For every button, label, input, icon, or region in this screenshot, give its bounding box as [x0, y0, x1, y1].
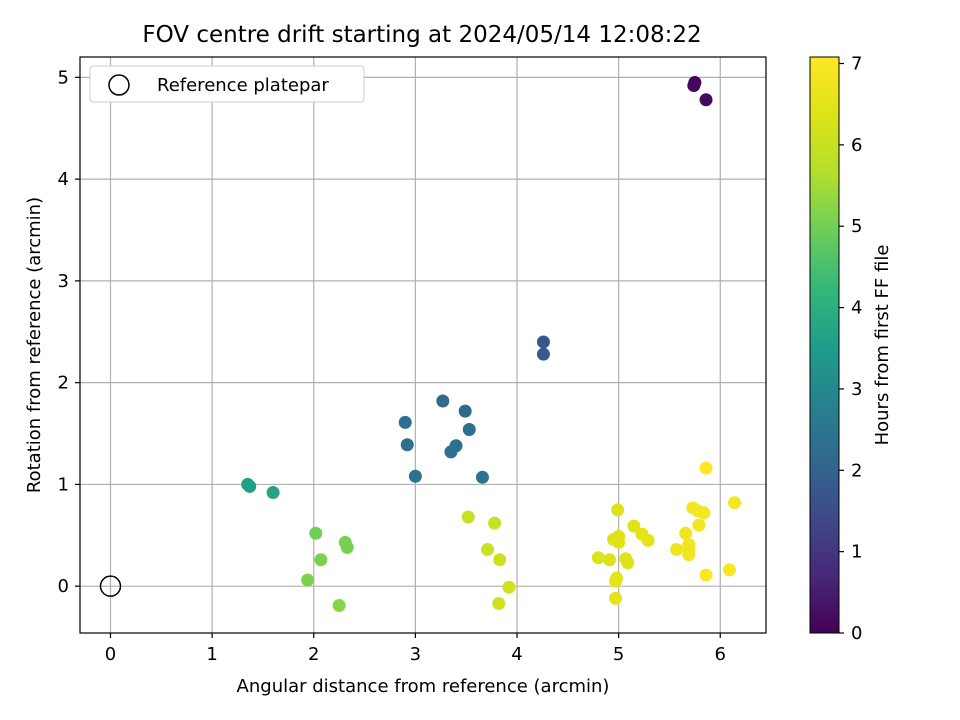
data-point [502, 580, 516, 594]
data-point [609, 591, 623, 605]
data-points [241, 75, 741, 613]
reference-marker [99, 575, 122, 597]
data-point [722, 563, 736, 577]
data-point [727, 496, 741, 510]
data-point [493, 553, 507, 567]
data-point [301, 573, 315, 587]
data-point [699, 461, 713, 475]
y-axis-ticks: 0 1 2 3 4 5 [58, 67, 80, 597]
colorbar-tick-label: 7 [851, 54, 862, 75]
data-point [488, 516, 502, 530]
data-point [602, 553, 616, 567]
colorbar-tick-label: 6 [851, 135, 862, 156]
y-tick-label: 1 [58, 474, 69, 495]
colorbar-tick-label: 2 [851, 460, 862, 481]
y-tick-label: 4 [58, 169, 69, 190]
legend: Reference platepar [89, 65, 365, 103]
colorbar-ticks: 0 1 2 3 4 5 6 7 [839, 54, 862, 644]
y-tick-label: 0 [58, 576, 69, 597]
data-point [398, 415, 412, 429]
colorbar: 0 1 2 3 4 5 6 7 Hours from first FF file [809, 54, 893, 644]
data-point [444, 445, 458, 459]
plot-frame [79, 56, 767, 634]
colorbar-tick-label: 3 [851, 379, 862, 400]
data-point [340, 541, 354, 555]
y-tick-label: 5 [58, 67, 69, 88]
chart-title: FOV centre drift starting at 2024/05/14 … [142, 22, 701, 48]
data-point [314, 553, 328, 567]
x-tick-label: 2 [308, 644, 319, 665]
data-point [436, 394, 450, 408]
data-point [612, 535, 626, 549]
y-tick-label: 3 [58, 271, 69, 292]
x-tick-label: 0 [105, 644, 116, 665]
colorbar-gradient [809, 56, 840, 634]
data-point [687, 78, 701, 92]
x-axis-label: Angular distance from reference (arcmin) [237, 676, 610, 697]
x-tick-label: 4 [511, 644, 522, 665]
data-point [691, 504, 705, 518]
colorbar-tick-label: 0 [851, 623, 862, 644]
data-point [400, 438, 414, 452]
x-tick-label: 3 [410, 644, 421, 665]
data-point [699, 93, 713, 107]
data-point [621, 556, 635, 570]
legend-marker-reference [108, 74, 130, 96]
data-point [492, 596, 506, 610]
data-point [481, 543, 495, 557]
data-point [536, 335, 550, 349]
y-axis-label: Rotation from reference (arcmin) [24, 197, 45, 493]
data-point [266, 486, 280, 500]
colorbar-tick-label: 1 [851, 542, 862, 563]
data-point [332, 599, 346, 613]
legend-box [89, 65, 365, 103]
data-point [692, 518, 706, 532]
data-point [699, 568, 713, 582]
colorbar-tick-label: 5 [851, 216, 862, 237]
data-point [611, 503, 625, 517]
data-point [243, 479, 257, 493]
data-point [609, 574, 623, 588]
data-point [670, 543, 684, 557]
data-point [408, 469, 422, 483]
data-point [309, 526, 323, 540]
legend-label-reference: Reference platepar [157, 75, 329, 96]
data-point [461, 510, 475, 524]
data-point [641, 533, 655, 547]
x-tick-label: 5 [613, 644, 624, 665]
colorbar-tick-label: 4 [851, 298, 862, 319]
data-point [536, 347, 550, 361]
x-axis-ticks: 0 1 2 3 4 5 6 [105, 633, 726, 665]
colorbar-label: Hours from first FF file [872, 245, 893, 446]
data-point [475, 470, 489, 484]
data-point [462, 422, 476, 436]
grid-lines [80, 57, 766, 633]
y-tick-label: 2 [58, 373, 69, 394]
data-point [591, 551, 605, 565]
data-point [627, 519, 641, 533]
x-tick-label: 1 [206, 644, 217, 665]
reference-point [99, 575, 122, 597]
data-point [679, 526, 693, 540]
x-tick-label: 6 [715, 644, 726, 665]
data-point [458, 404, 472, 418]
data-point [682, 548, 696, 562]
